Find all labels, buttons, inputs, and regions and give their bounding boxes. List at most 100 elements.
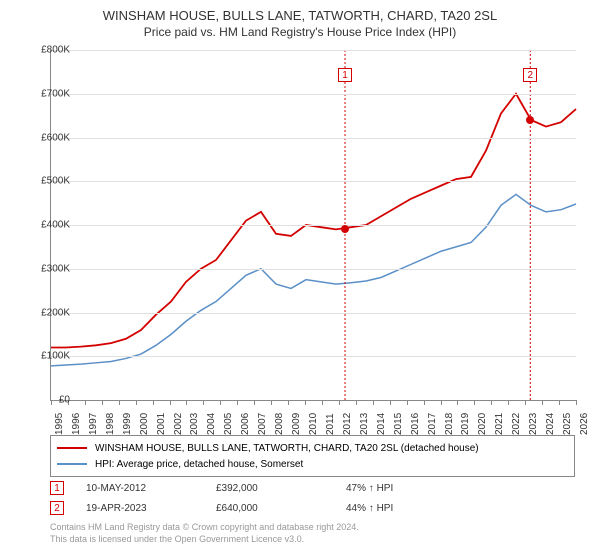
x-tick bbox=[373, 400, 374, 405]
x-tick bbox=[51, 400, 52, 405]
legend-swatch bbox=[57, 447, 87, 449]
y-axis-label: £200K bbox=[41, 307, 70, 318]
x-tick bbox=[136, 400, 137, 405]
x-tick bbox=[203, 400, 204, 405]
x-axis-label: 2011 bbox=[325, 413, 336, 435]
transaction-price: £392,000 bbox=[216, 483, 346, 494]
x-tick bbox=[254, 400, 255, 405]
series-line bbox=[51, 94, 576, 348]
transaction-marker: 1 bbox=[50, 481, 64, 495]
transaction-point bbox=[526, 116, 534, 124]
x-axis-label: 2016 bbox=[410, 413, 421, 435]
legend: WINSHAM HOUSE, BULLS LANE, TATWORTH, CHA… bbox=[50, 435, 575, 477]
legend-label: WINSHAM HOUSE, BULLS LANE, TATWORTH, CHA… bbox=[95, 443, 479, 454]
x-tick bbox=[220, 400, 221, 405]
transaction-date: 10-MAY-2012 bbox=[86, 483, 216, 494]
x-tick bbox=[356, 400, 357, 405]
x-axis-label: 2018 bbox=[444, 413, 455, 435]
x-axis-label: 2015 bbox=[393, 413, 404, 435]
x-tick bbox=[424, 400, 425, 405]
x-axis-label: 2000 bbox=[139, 413, 150, 435]
legend-item: HPI: Average price, detached house, Some… bbox=[57, 456, 568, 472]
gridline bbox=[51, 356, 576, 357]
x-axis-label: 2003 bbox=[189, 413, 200, 435]
series-line bbox=[51, 194, 576, 366]
gridline bbox=[51, 181, 576, 182]
x-tick bbox=[102, 400, 103, 405]
chart-title: WINSHAM HOUSE, BULLS LANE, TATWORTH, CHA… bbox=[0, 8, 600, 23]
x-axis-label: 1998 bbox=[105, 413, 116, 435]
x-axis-label: 2025 bbox=[562, 413, 573, 435]
legend-item: WINSHAM HOUSE, BULLS LANE, TATWORTH, CHA… bbox=[57, 440, 568, 456]
gridline bbox=[51, 269, 576, 270]
transaction-pct: 47% ↑ HPI bbox=[346, 483, 476, 494]
chart-plot-area: 1995199619971998199920002001200220032004… bbox=[50, 50, 576, 401]
x-axis-label: 2020 bbox=[477, 413, 488, 435]
x-axis-label: 2006 bbox=[240, 413, 251, 435]
x-axis-label: 2004 bbox=[206, 413, 217, 435]
x-axis-label: 2026 bbox=[579, 413, 590, 435]
y-axis-label: £700K bbox=[41, 88, 70, 99]
gridline bbox=[51, 225, 576, 226]
x-axis-label: 2001 bbox=[156, 413, 167, 435]
x-axis-label: 2010 bbox=[308, 413, 319, 435]
x-axis-label: 2002 bbox=[173, 413, 184, 435]
x-axis-label: 2021 bbox=[494, 413, 505, 435]
x-tick bbox=[491, 400, 492, 405]
x-tick bbox=[457, 400, 458, 405]
transaction-pct: 44% ↑ HPI bbox=[346, 503, 476, 514]
x-tick bbox=[153, 400, 154, 405]
x-axis-label: 2009 bbox=[291, 413, 302, 435]
transaction-date: 19-APR-2023 bbox=[86, 503, 216, 514]
x-tick bbox=[559, 400, 560, 405]
x-tick bbox=[237, 400, 238, 405]
x-axis-label: 2019 bbox=[460, 413, 471, 435]
x-tick bbox=[288, 400, 289, 405]
x-axis-label: 2007 bbox=[257, 413, 268, 435]
x-axis-label: 2017 bbox=[427, 413, 438, 435]
transaction-row: 1 10-MAY-2012£392,00047% ↑ HPI bbox=[50, 478, 476, 498]
y-axis-label: £100K bbox=[41, 351, 70, 362]
transaction-row: 2 19-APR-2023£640,00044% ↑ HPI bbox=[50, 498, 476, 518]
transaction-marker: 2 bbox=[50, 501, 64, 515]
x-tick bbox=[525, 400, 526, 405]
x-axis-label: 2005 bbox=[223, 413, 234, 435]
y-axis-label: £500K bbox=[41, 176, 70, 187]
x-axis-label: 1996 bbox=[71, 413, 82, 435]
x-axis-label: 2013 bbox=[359, 413, 370, 435]
x-axis-label: 2012 bbox=[342, 413, 353, 435]
chart-subtitle: Price paid vs. HM Land Registry's House … bbox=[0, 25, 600, 39]
transaction-table: 1 10-MAY-2012£392,00047% ↑ HPI 2 19-APR-202… bbox=[50, 478, 476, 518]
x-tick bbox=[170, 400, 171, 405]
footer-line1: Contains HM Land Registry data © Crown c… bbox=[50, 522, 359, 534]
transaction-marker-box: 1 bbox=[338, 68, 352, 82]
x-axis-label: 2023 bbox=[528, 413, 539, 435]
gridline bbox=[51, 138, 576, 139]
gridline bbox=[51, 94, 576, 95]
x-axis-label: 1997 bbox=[88, 413, 99, 435]
transaction-price: £640,000 bbox=[216, 503, 346, 514]
x-axis-label: 2014 bbox=[376, 413, 387, 435]
x-tick bbox=[305, 400, 306, 405]
legend-swatch bbox=[57, 463, 87, 465]
x-axis-label: 2022 bbox=[511, 413, 522, 435]
x-tick bbox=[508, 400, 509, 405]
footer-attribution: Contains HM Land Registry data © Crown c… bbox=[50, 522, 359, 545]
x-tick bbox=[576, 400, 577, 405]
x-tick bbox=[322, 400, 323, 405]
x-tick bbox=[407, 400, 408, 405]
x-tick bbox=[390, 400, 391, 405]
x-axis-label: 1995 bbox=[54, 413, 65, 435]
y-axis-label: £600K bbox=[41, 132, 70, 143]
x-axis-label: 2008 bbox=[274, 413, 285, 435]
chart-header: WINSHAM HOUSE, BULLS LANE, TATWORTH, CHA… bbox=[0, 0, 600, 39]
footer-line2: This data is licensed under the Open Gov… bbox=[50, 534, 359, 546]
y-axis-label: £800K bbox=[41, 45, 70, 56]
x-tick bbox=[85, 400, 86, 405]
y-axis-label: £0 bbox=[59, 395, 70, 406]
x-tick bbox=[119, 400, 120, 405]
gridline bbox=[51, 50, 576, 51]
x-axis-label: 1999 bbox=[122, 413, 133, 435]
legend-label: HPI: Average price, detached house, Some… bbox=[95, 459, 303, 470]
y-axis-label: £300K bbox=[41, 263, 70, 274]
